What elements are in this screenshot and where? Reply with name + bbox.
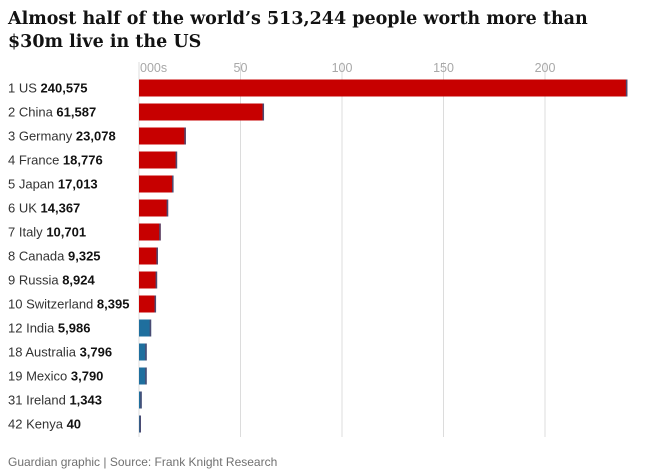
row-value: 9,325 xyxy=(68,249,101,264)
row-country: Japan xyxy=(19,177,58,192)
bars xyxy=(139,79,628,433)
bar xyxy=(139,103,265,121)
row-country: France xyxy=(19,153,63,168)
row-label: 8 Canada 9,325 xyxy=(8,249,101,264)
bar-edge xyxy=(145,343,147,361)
bar-edge xyxy=(155,271,158,289)
row-country: Russia xyxy=(19,273,62,288)
bar-edge xyxy=(154,295,157,313)
bar-edge xyxy=(262,103,265,121)
row-label: 31 Ireland 1,343 xyxy=(8,393,102,408)
row-label: 9 Russia 8,924 xyxy=(8,273,96,288)
source-note: Guardian graphic | Source: Frank Knight … xyxy=(8,455,278,469)
x-tick-label: 100 xyxy=(332,61,353,75)
row-rank: 8 xyxy=(8,249,19,264)
row-value: 240,575 xyxy=(41,81,88,96)
bar xyxy=(139,343,147,361)
row-rank: 10 xyxy=(8,297,26,312)
row-value: 3,796 xyxy=(80,345,113,360)
row-rank: 31 xyxy=(8,393,26,408)
row-value: 5,986 xyxy=(58,321,91,336)
bar xyxy=(139,199,169,217)
bar-edge xyxy=(145,367,147,385)
row-value: 18,776 xyxy=(63,153,103,168)
bar-edge xyxy=(184,127,186,145)
row-value: 17,013 xyxy=(58,177,98,192)
bar xyxy=(139,295,157,313)
row-label: 5 Japan 17,013 xyxy=(8,177,98,192)
row-value: 40 xyxy=(67,417,81,432)
bar xyxy=(139,247,158,265)
row-label: 42 Kenya 40 xyxy=(8,417,81,432)
chart-title: Almost half of the world’s 513,244 peopl… xyxy=(8,9,588,52)
row-country: Italy xyxy=(19,225,46,240)
bar xyxy=(139,175,174,193)
bar-edge xyxy=(172,175,174,193)
row-rank: 12 xyxy=(8,321,26,336)
row-value: 23,078 xyxy=(76,129,116,144)
row-labels: 1 US 240,575 2 China 61,587 3 Germany 23,0… xyxy=(8,81,129,432)
row-rank: 7 xyxy=(8,225,19,240)
row-rank: 2 xyxy=(8,105,19,120)
row-label: 4 France 18,776 xyxy=(8,153,103,168)
row-country: Mexico xyxy=(26,369,71,384)
bar-edge xyxy=(166,199,169,217)
bar xyxy=(139,127,186,145)
row-rank: 18 xyxy=(8,345,25,360)
row-value: 8,924 xyxy=(62,273,95,288)
row-rank: 9 xyxy=(8,273,19,288)
row-label: 7 Italy 10,701 xyxy=(8,225,86,240)
row-rank: 5 xyxy=(8,177,19,192)
row-value: 1,343 xyxy=(69,393,102,408)
row-value: 61,587 xyxy=(56,105,96,120)
x-tick-label: 50 xyxy=(234,61,248,75)
bar xyxy=(139,223,161,241)
bar-edge xyxy=(139,415,141,433)
x-tick-label: 200 xyxy=(535,61,556,75)
bar-edge xyxy=(140,391,142,409)
gridlines: 000s 50 100 150 200 xyxy=(138,61,556,437)
row-rank: 4 xyxy=(8,153,19,168)
bar-edge xyxy=(625,79,628,97)
row-label: 10 Switzerland 8,395 xyxy=(8,297,129,312)
row-label: 19 Mexico 3,790 xyxy=(8,369,103,384)
row-value: 10,701 xyxy=(46,225,86,240)
row-rank: 42 xyxy=(8,417,26,432)
x-tick-label: 150 xyxy=(433,61,454,75)
row-country: Germany xyxy=(19,129,76,144)
bar xyxy=(139,319,152,337)
row-rank: 1 xyxy=(8,81,19,96)
row-rank: 3 xyxy=(8,129,19,144)
row-label: 3 Germany 23,078 xyxy=(8,129,116,144)
bar xyxy=(139,271,158,289)
row-country: Canada xyxy=(19,249,68,264)
row-label: 6 UK 14,367 xyxy=(8,201,80,216)
x-tick-label: 000s xyxy=(140,61,167,75)
bar xyxy=(139,79,628,97)
row-rank: 6 xyxy=(8,201,19,216)
row-country: Kenya xyxy=(26,417,66,432)
row-country: India xyxy=(26,321,58,336)
row-label: 2 China 61,587 xyxy=(8,105,96,120)
row-country: Australia xyxy=(25,345,79,360)
row-label: 1 US 240,575 xyxy=(8,81,88,96)
row-label: 12 India 5,986 xyxy=(8,321,90,336)
row-country: UK xyxy=(19,201,41,216)
row-value: 8,395 xyxy=(97,297,130,312)
row-value: 3,790 xyxy=(71,369,104,384)
bar-edge xyxy=(159,223,161,241)
row-country: Switzerland xyxy=(26,297,97,312)
row-country: US xyxy=(19,81,41,96)
row-country: China xyxy=(19,105,57,120)
bar-edge xyxy=(156,247,158,265)
row-label: 18 Australia 3,796 xyxy=(8,345,112,360)
bar-edge xyxy=(149,319,152,337)
bar xyxy=(139,151,178,169)
row-rank: 19 xyxy=(8,369,26,384)
row-country: Ireland xyxy=(26,393,69,408)
bar xyxy=(139,367,147,385)
bar-edge xyxy=(175,151,178,169)
row-value: 14,367 xyxy=(41,201,81,216)
